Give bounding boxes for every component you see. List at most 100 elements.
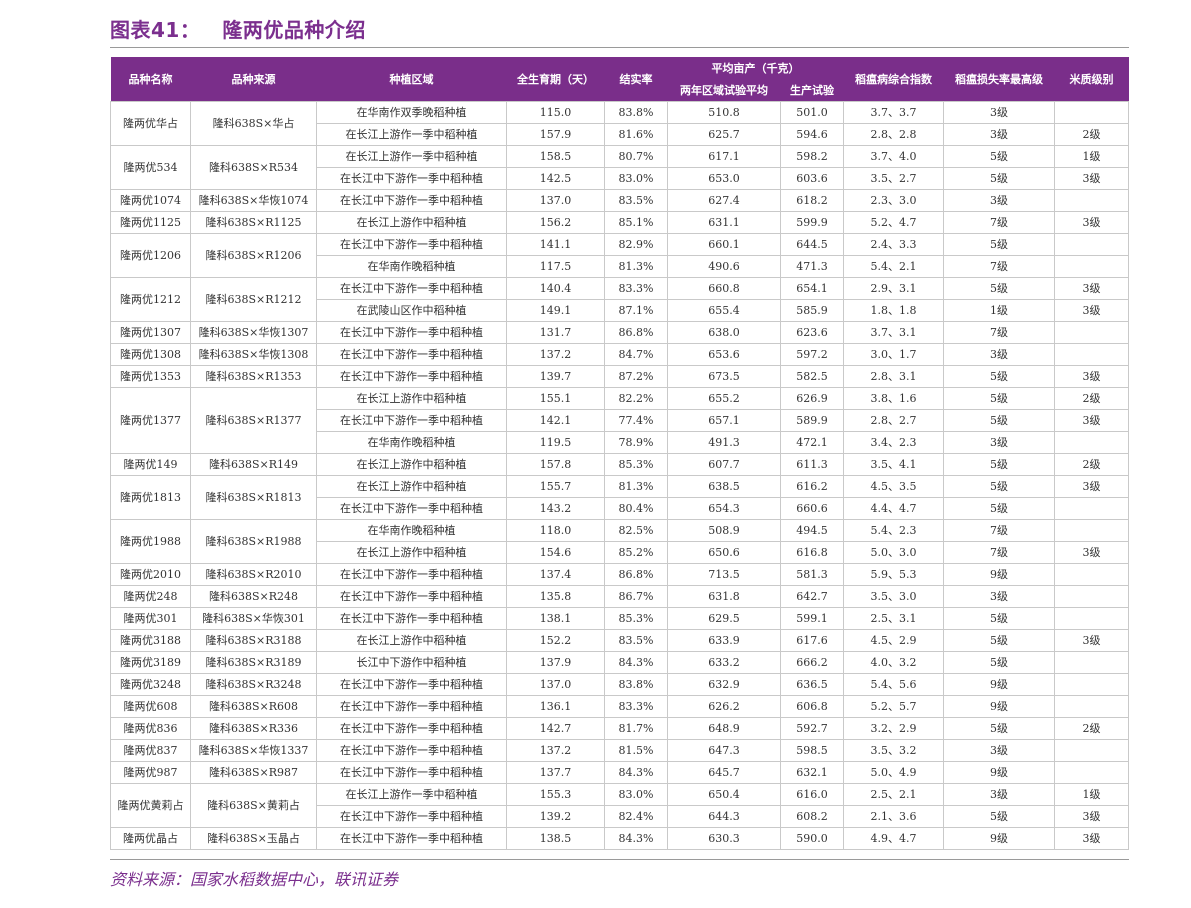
blast-loss-cell: 5级 xyxy=(943,386,1055,410)
blast-loss-cell: 9级 xyxy=(943,562,1055,586)
yield-regional-cell: 657.1 xyxy=(667,408,781,432)
seed-set-cell: 78.9% xyxy=(604,430,668,454)
seed-set-cell: 82.9% xyxy=(604,232,668,256)
blast-index-cell: 2.8、2.8 xyxy=(843,122,944,146)
yield-regional-cell: 650.4 xyxy=(667,782,781,806)
quality-cell: 3级 xyxy=(1054,628,1129,652)
header-region: 种植区域 xyxy=(316,57,507,101)
region-cell: 在长江中下游作一季中稻种植 xyxy=(316,672,507,696)
yield-production-cell: 632.1 xyxy=(780,760,844,784)
yield-production-cell: 611.3 xyxy=(780,452,844,476)
quality-cell: 2级 xyxy=(1054,716,1129,740)
seed-set-cell: 83.5% xyxy=(604,188,668,212)
yield-production-cell: 617.6 xyxy=(780,628,844,652)
variety-cell: 隆两优1377 xyxy=(110,386,191,454)
variety-cell: 隆两优晶占 xyxy=(110,826,191,850)
region-cell: 在长江中下游作一季中稻种植 xyxy=(316,694,507,718)
quality-cell xyxy=(1054,650,1129,674)
duration-cell: 154.6 xyxy=(506,540,605,564)
blast-loss-cell: 9级 xyxy=(943,826,1055,850)
table-row: 隆两优534 隆科638S×R534 在长江上游作一季中稻种植 158.5 80.7% 6… xyxy=(110,144,1129,190)
table-row: 在华南作晚稻种植 117.5 81.3% 490.6 471.3 5.4、2.1 7级 xyxy=(111,254,1129,278)
region-cell: 在长江中下游作一季中稻种植 xyxy=(316,320,507,344)
origin-cell: 隆科638S×R336 xyxy=(190,716,317,740)
seed-set-cell: 80.4% xyxy=(604,496,668,520)
variety-cell: 隆两优1125 xyxy=(110,210,191,234)
region-cell: 在长江中下游作一季中稻种植 xyxy=(316,408,507,432)
variety-cell: 隆两优2010 xyxy=(110,562,191,586)
blast-loss-cell: 3级 xyxy=(943,188,1055,212)
origin-cell: 隆科638S×华占 xyxy=(190,100,317,146)
variety-cell: 隆两优1988 xyxy=(110,518,191,564)
table-row: 隆两优1206 隆科638S×R1206 在长江中下游作一季中稻种植 141.1 82.… xyxy=(110,232,1129,278)
origin-cell: 隆科638S×R3248 xyxy=(190,672,317,696)
blast-index-cell: 2.8、2.7 xyxy=(843,408,944,432)
duration-cell: 138.5 xyxy=(506,826,605,850)
duration-cell: 118.0 xyxy=(506,518,605,542)
variety-cell: 隆两优248 xyxy=(110,584,191,608)
yield-production-cell: 618.2 xyxy=(780,188,844,212)
quality-cell xyxy=(1054,100,1129,124)
seed-set-cell: 77.4% xyxy=(604,408,668,432)
blast-index-cell: 3.4、2.3 xyxy=(843,430,944,454)
seed-set-cell: 85.1% xyxy=(604,210,668,234)
blast-index-cell: 3.5、4.1 xyxy=(843,452,944,476)
duration-cell: 149.1 xyxy=(506,298,605,322)
region-cell: 在长江上游作中稻种植 xyxy=(316,474,507,498)
origin-cell: 隆科638S×R608 xyxy=(190,694,317,718)
quality-cell: 2级 xyxy=(1054,122,1129,146)
blast-loss-cell: 9级 xyxy=(943,672,1055,696)
quality-cell: 3级 xyxy=(1054,276,1129,300)
duration-cell: 136.1 xyxy=(506,694,605,718)
duration-cell: 142.5 xyxy=(506,166,605,190)
duration-cell: 135.8 xyxy=(506,584,605,608)
yield-production-cell: 608.2 xyxy=(780,804,844,828)
duration-cell: 137.4 xyxy=(506,562,605,586)
yield-production-cell: 636.5 xyxy=(780,672,844,696)
variety-cell: 隆两优华占 xyxy=(110,100,191,146)
yield-production-cell: 666.2 xyxy=(780,650,844,674)
quality-cell: 3级 xyxy=(1054,408,1129,432)
duration-cell: 157.8 xyxy=(506,452,605,476)
blast-loss-cell: 5级 xyxy=(943,452,1055,476)
duration-cell: 156.2 xyxy=(506,210,605,234)
blast-index-cell: 2.3、3.0 xyxy=(843,188,944,212)
table-row: 隆两优248 隆科638S×R248 在长江中下游作一季中稻种植 135.8 86.7%… xyxy=(110,584,1129,608)
blast-index-cell: 2.4、3.3 xyxy=(843,232,944,256)
yield-production-cell: 660.6 xyxy=(780,496,844,520)
blast-index-cell: 3.7、4.0 xyxy=(843,144,944,168)
seed-set-cell: 81.5% xyxy=(604,738,668,762)
quality-cell xyxy=(1054,584,1129,608)
table-row: 隆两优987 隆科638S×R987 在长江中下游作一季中稻种植 137.7 84.3%… xyxy=(110,760,1129,784)
quality-cell xyxy=(1054,188,1129,212)
seed-set-cell: 85.3% xyxy=(604,452,668,476)
blast-index-cell: 2.5、3.1 xyxy=(843,606,944,630)
table-body: 隆两优华占 隆科638S×华占 在华南作双季晚稻种植 115.0 83.8% 510.8 5… xyxy=(110,100,1129,850)
origin-cell: 隆科638S×华恢1308 xyxy=(190,342,317,366)
quality-cell: 3级 xyxy=(1054,298,1129,322)
table-row: 在武陵山区作中稻种植 149.1 87.1% 655.4 585.9 1.8、1.8 1级 3… xyxy=(111,298,1129,322)
yield-regional-cell: 673.5 xyxy=(667,364,781,388)
yield-regional-cell: 648.9 xyxy=(667,716,781,740)
blast-index-cell: 4.9、4.7 xyxy=(843,826,944,850)
yield-production-cell: 616.8 xyxy=(780,540,844,564)
blast-loss-cell: 5级 xyxy=(943,496,1055,520)
variety-cell: 隆两优149 xyxy=(110,452,191,476)
header-yield-group: 平均亩产（千克） xyxy=(667,57,844,79)
blast-index-cell: 3.5、3.2 xyxy=(843,738,944,762)
header-blast-loss: 稻瘟损失率最高级 xyxy=(943,57,1055,101)
origin-cell: 隆科638S×华恢1337 xyxy=(190,738,317,762)
seed-set-cell: 82.4% xyxy=(604,804,668,828)
seed-set-cell: 83.3% xyxy=(604,276,668,300)
yield-production-cell: 644.5 xyxy=(780,232,844,256)
yield-production-cell: 642.7 xyxy=(780,584,844,608)
blast-loss-cell: 5级 xyxy=(943,606,1055,630)
yield-regional-cell: 630.3 xyxy=(667,826,781,850)
yield-production-cell: 616.2 xyxy=(780,474,844,498)
yield-regional-cell: 645.7 xyxy=(667,760,781,784)
seed-set-cell: 87.2% xyxy=(604,364,668,388)
quality-cell: 3级 xyxy=(1054,474,1129,498)
seed-set-cell: 83.5% xyxy=(604,628,668,652)
duration-cell: 115.0 xyxy=(506,100,605,124)
yield-regional-cell: 713.5 xyxy=(667,562,781,586)
